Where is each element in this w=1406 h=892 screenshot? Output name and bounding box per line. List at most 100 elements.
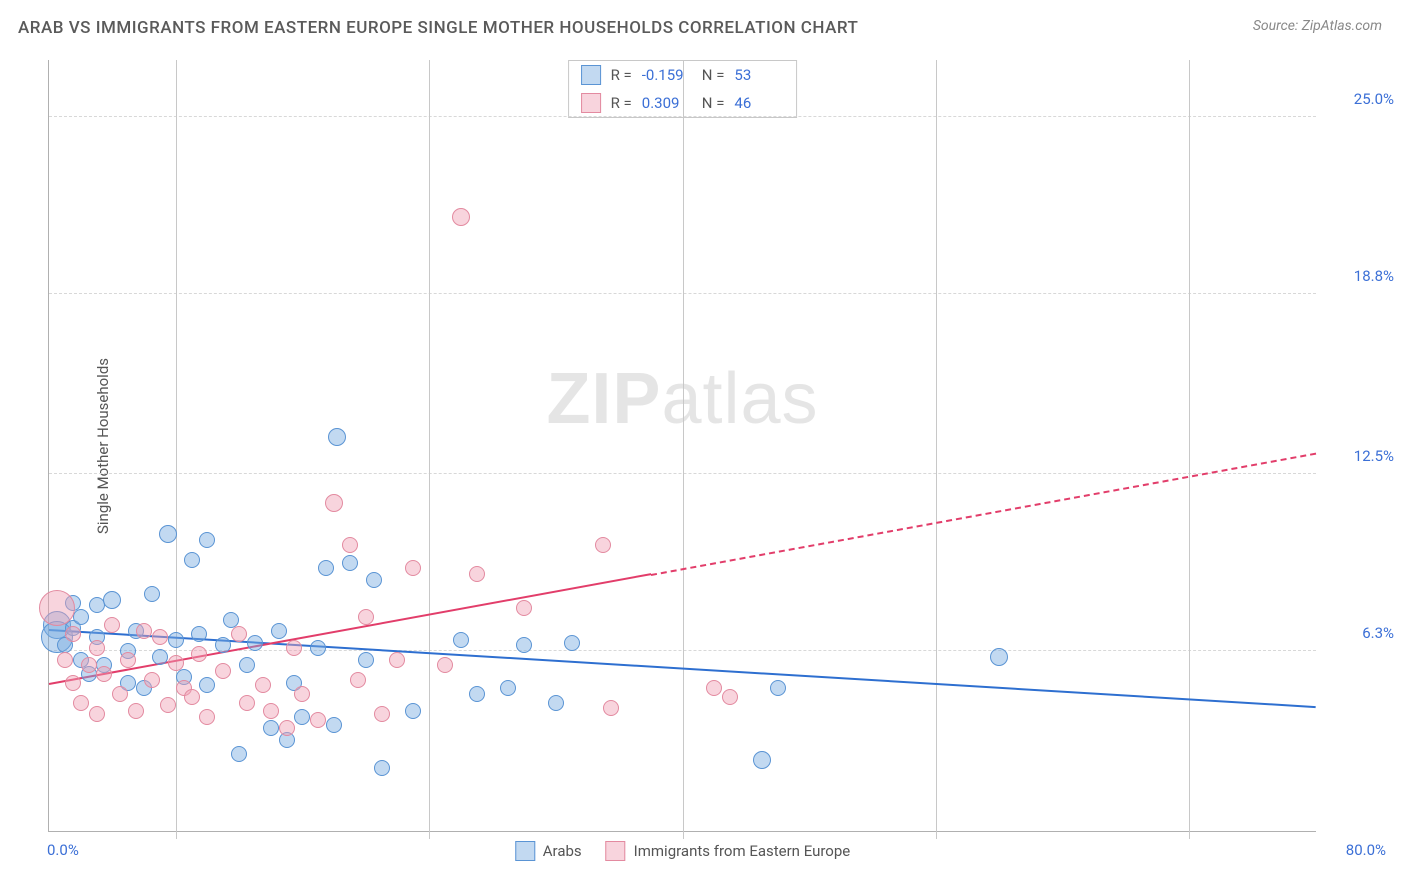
data-point[interactable]	[65, 675, 81, 691]
data-point[interactable]	[159, 525, 177, 543]
data-point[interactable]	[168, 632, 184, 648]
data-point[interactable]	[73, 609, 89, 625]
data-point[interactable]	[358, 609, 374, 625]
n-value-ee: 46	[734, 94, 784, 112]
gridline-v	[936, 60, 937, 839]
data-point[interactable]	[271, 623, 287, 639]
data-point[interactable]	[199, 709, 215, 725]
data-point[interactable]	[263, 703, 279, 719]
data-point[interactable]	[722, 689, 738, 705]
data-point[interactable]	[184, 552, 200, 568]
data-point[interactable]	[160, 697, 176, 713]
data-point[interactable]	[191, 626, 207, 642]
data-point[interactable]	[239, 657, 255, 673]
data-point[interactable]	[753, 751, 771, 769]
data-point[interactable]	[516, 600, 532, 616]
data-point[interactable]	[405, 703, 421, 719]
data-point[interactable]	[89, 597, 105, 613]
data-point[interactable]	[374, 760, 390, 776]
data-point[interactable]	[65, 626, 81, 642]
data-point[interactable]	[328, 428, 346, 446]
data-point[interactable]	[73, 695, 89, 711]
data-point[interactable]	[603, 700, 619, 716]
y-axis-label: Single Mother Households	[94, 357, 112, 533]
data-point[interactable]	[437, 657, 453, 673]
data-point[interactable]	[405, 560, 421, 576]
data-point[interactable]	[168, 655, 184, 671]
data-point[interactable]	[326, 717, 342, 733]
data-point[interactable]	[366, 572, 382, 588]
data-point[interactable]	[39, 590, 75, 626]
data-point[interactable]	[112, 686, 128, 702]
r-value-ee: 0.309	[642, 94, 692, 112]
data-point[interactable]	[263, 720, 279, 736]
data-point[interactable]	[990, 648, 1008, 666]
data-point[interactable]	[358, 652, 374, 668]
data-point[interactable]	[247, 635, 263, 651]
data-point[interactable]	[57, 652, 73, 668]
data-point[interactable]	[310, 712, 326, 728]
data-point[interactable]	[199, 677, 215, 693]
x-axis-min-label: 0.0%	[47, 841, 79, 859]
data-point[interactable]	[231, 746, 247, 762]
data-point[interactable]	[564, 635, 580, 651]
data-point[interactable]	[191, 646, 207, 662]
data-point[interactable]	[215, 663, 231, 679]
data-point[interactable]	[706, 680, 722, 696]
data-point[interactable]	[255, 677, 271, 693]
data-point[interactable]	[136, 623, 152, 639]
data-point[interactable]	[89, 706, 105, 722]
source-prefix: Source:	[1253, 18, 1302, 34]
data-point[interactable]	[595, 537, 611, 553]
n-label: N =	[702, 66, 725, 84]
data-point[interactable]	[279, 720, 295, 736]
gridline-v	[683, 60, 684, 839]
legend-swatch-arabs	[581, 65, 601, 85]
gridline-v	[1189, 60, 1190, 839]
data-point[interactable]	[548, 695, 564, 711]
data-point[interactable]	[231, 626, 247, 642]
data-point[interactable]	[342, 555, 358, 571]
data-point[interactable]	[81, 657, 97, 673]
data-point[interactable]	[453, 632, 469, 648]
watermark-part2: atlas	[661, 359, 818, 439]
data-point[interactable]	[144, 672, 160, 688]
data-point[interactable]	[144, 586, 160, 602]
data-point[interactable]	[342, 537, 358, 553]
trend-line	[651, 452, 1317, 575]
data-point[interactable]	[374, 706, 390, 722]
data-point[interactable]	[239, 695, 255, 711]
data-point[interactable]	[89, 640, 105, 656]
data-point[interactable]	[286, 640, 302, 656]
data-point[interactable]	[128, 703, 144, 719]
data-point[interactable]	[152, 629, 168, 645]
data-point[interactable]	[469, 566, 485, 582]
data-point[interactable]	[294, 709, 310, 725]
data-point[interactable]	[452, 208, 470, 226]
data-point[interactable]	[500, 680, 516, 696]
source-link[interactable]: ZipAtlas.com	[1302, 18, 1382, 34]
x-axis-max-label: 80.0%	[1346, 841, 1386, 859]
data-point[interactable]	[770, 680, 786, 696]
y-tick-label: 25.0%	[1324, 90, 1394, 108]
r-label: R =	[611, 66, 632, 84]
data-point[interactable]	[103, 591, 121, 609]
data-point[interactable]	[294, 686, 310, 702]
data-point[interactable]	[184, 689, 200, 705]
data-point[interactable]	[310, 640, 326, 656]
data-point[interactable]	[152, 649, 168, 665]
data-point[interactable]	[96, 666, 112, 682]
data-point[interactable]	[199, 532, 215, 548]
data-point[interactable]	[104, 617, 120, 633]
data-point[interactable]	[389, 652, 405, 668]
data-point[interactable]	[516, 637, 532, 653]
data-point[interactable]	[350, 672, 366, 688]
data-point[interactable]	[215, 637, 231, 653]
data-point[interactable]	[120, 652, 136, 668]
data-point[interactable]	[325, 494, 343, 512]
data-point[interactable]	[318, 560, 334, 576]
legend-label-arabs: Arabs	[543, 842, 582, 860]
data-point[interactable]	[469, 686, 485, 702]
y-tick-label: 6.3%	[1324, 624, 1394, 642]
chart-title: ARAB VS IMMIGRANTS FROM EASTERN EUROPE S…	[18, 18, 858, 38]
